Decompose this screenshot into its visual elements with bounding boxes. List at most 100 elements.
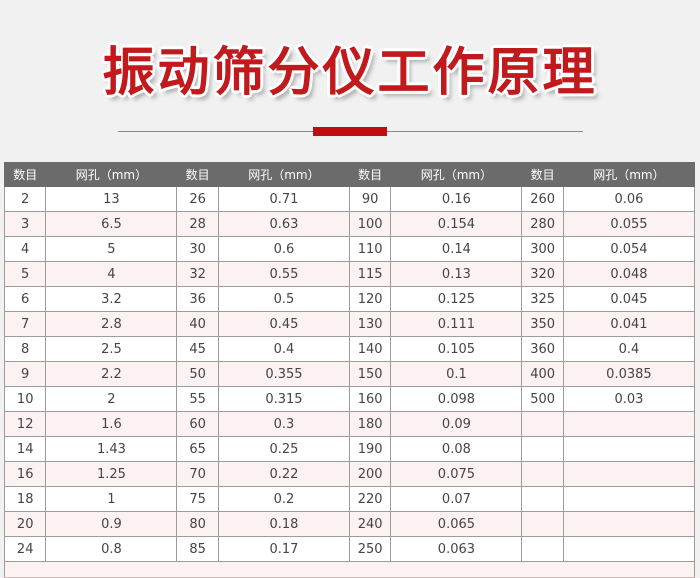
table-cell: 0.125	[390, 286, 523, 312]
table-row: 6 3.2 36 0.5 120 0.125 325 0.045	[3, 286, 696, 312]
table-cell: 0.5	[217, 286, 350, 312]
table-cell: 0.71	[217, 186, 350, 212]
table-row: 5 4 32 0.55 115 0.13 320 0.048	[3, 261, 696, 287]
table-cell: 0.4	[562, 336, 696, 362]
table-row: 18 1 75 0.2 220 0.07	[3, 486, 696, 512]
table-cell: 6	[3, 286, 47, 312]
table-cell	[521, 486, 564, 512]
table-cell: 0.2	[217, 486, 350, 512]
table-cell: 0.4	[217, 336, 350, 362]
table-cell: 500	[521, 386, 564, 412]
table-row: 20 0.9 80 0.18 240 0.065	[3, 511, 696, 537]
table-cell: 260	[521, 186, 564, 212]
table-cell: 50	[176, 361, 219, 387]
column-header: 网孔（mm）	[390, 162, 523, 187]
table-cell	[562, 436, 696, 462]
table-cell: 0.063	[390, 536, 523, 562]
table-cell	[562, 511, 696, 537]
table-cell: 0.098	[390, 386, 523, 412]
table-cell: 3	[3, 211, 47, 237]
table-cell: 0.08	[390, 436, 523, 462]
table-cell: 4	[3, 236, 47, 262]
table-cell	[562, 486, 696, 512]
column-header: 数目	[176, 162, 219, 187]
table-filler-row	[4, 561, 695, 578]
table-cell: 28	[176, 211, 219, 237]
divider-accent-bar	[313, 127, 387, 136]
table-row: 16 1.25 70 0.22 200 0.075	[3, 461, 696, 487]
table-cell: 1.43	[45, 436, 178, 462]
column-header: 网孔（mm）	[562, 162, 696, 187]
table-cell: 190	[348, 436, 392, 462]
table-cell: 75	[176, 486, 219, 512]
table-row: 7 2.8 40 0.45 130 0.111 350 0.041	[3, 311, 696, 337]
table-cell: 360	[521, 336, 564, 362]
table-cell: 0.6	[217, 236, 350, 262]
table-cell: 0.075	[390, 461, 523, 487]
table-cell: 0.13	[390, 261, 523, 287]
table-cell: 0.22	[217, 461, 350, 487]
table-row: 10 2 55 0.315 160 0.098 500 0.03	[3, 386, 696, 412]
table-cell: 2	[45, 386, 178, 412]
table-cell: 0.048	[562, 261, 696, 287]
table-cell: 150	[348, 361, 392, 387]
table-row: 8 2.5 45 0.4 140 0.105 360 0.4	[3, 336, 696, 362]
table-cell: 2.2	[45, 361, 178, 387]
table-cell: 0.154	[390, 211, 523, 237]
table-cell: 90	[348, 186, 392, 212]
table-cell: 14	[3, 436, 47, 462]
table-cell: 45	[176, 336, 219, 362]
table-cell: 200	[348, 461, 392, 487]
table-cell: 0.3	[217, 411, 350, 437]
title-divider	[0, 127, 700, 137]
table-row: 14 1.43 65 0.25 190 0.08	[3, 436, 696, 462]
table-cell: 5	[45, 236, 178, 262]
table-cell	[521, 536, 564, 562]
table-cell: 0.14	[390, 236, 523, 262]
table-cell: 220	[348, 486, 392, 512]
table-cell: 18	[3, 486, 47, 512]
table-cell: 115	[348, 261, 392, 287]
table-cell: 280	[521, 211, 564, 237]
table-cell: 13	[45, 186, 178, 212]
table-cell: 240	[348, 511, 392, 537]
table-cell: 110	[348, 236, 392, 262]
table-cell	[562, 461, 696, 487]
table-cell: 0.111	[390, 311, 523, 337]
mesh-size-table: 数目 网孔（mm） 数目 网孔（mm） 数目 网孔（mm） 数目 网孔（mm） 2 13 26 0.…	[3, 162, 696, 578]
table-cell: 300	[521, 236, 564, 262]
table-cell: 400	[521, 361, 564, 387]
table-cell: 0.18	[217, 511, 350, 537]
table-cell: 2.8	[45, 311, 178, 337]
table-row: 2 13 26 0.71 90 0.16 260 0.06	[3, 186, 696, 212]
table-row: 24 0.8 85 0.17 250 0.063	[3, 536, 696, 562]
table-cell: 0.045	[562, 286, 696, 312]
table-cell: 0.315	[217, 386, 350, 412]
table-cell: 0.0385	[562, 361, 696, 387]
table-cell: 0.03	[562, 386, 696, 412]
table-cell: 85	[176, 536, 219, 562]
table-cell: 0.07	[390, 486, 523, 512]
table-cell	[562, 536, 696, 562]
table-cell: 0.25	[217, 436, 350, 462]
table-cell: 325	[521, 286, 564, 312]
table-cell: 24	[3, 536, 47, 562]
table-cell	[521, 461, 564, 487]
table-cell: 0.09	[390, 411, 523, 437]
table-cell: 55	[176, 386, 219, 412]
table-cell: 0.17	[217, 536, 350, 562]
table-header-row: 数目 网孔（mm） 数目 网孔（mm） 数目 网孔（mm） 数目 网孔（mm）	[3, 162, 696, 187]
table-row: 9 2.2 50 0.355 150 0.1 400 0.0385	[3, 361, 696, 387]
table-cell: 250	[348, 536, 392, 562]
table-cell: 140	[348, 336, 392, 362]
table-cell: 0.1	[390, 361, 523, 387]
table-cell: 4	[45, 261, 178, 287]
table-cell: 80	[176, 511, 219, 537]
column-header: 数目	[348, 162, 392, 187]
table-cell	[521, 411, 564, 437]
table-cell: 0.054	[562, 236, 696, 262]
table-cell: 1	[45, 486, 178, 512]
table-body: 2 13 26 0.71 90 0.16 260 0.06 3 6.5 28 0.63 100 0.154…	[3, 186, 696, 578]
column-header: 网孔（mm）	[45, 162, 178, 187]
